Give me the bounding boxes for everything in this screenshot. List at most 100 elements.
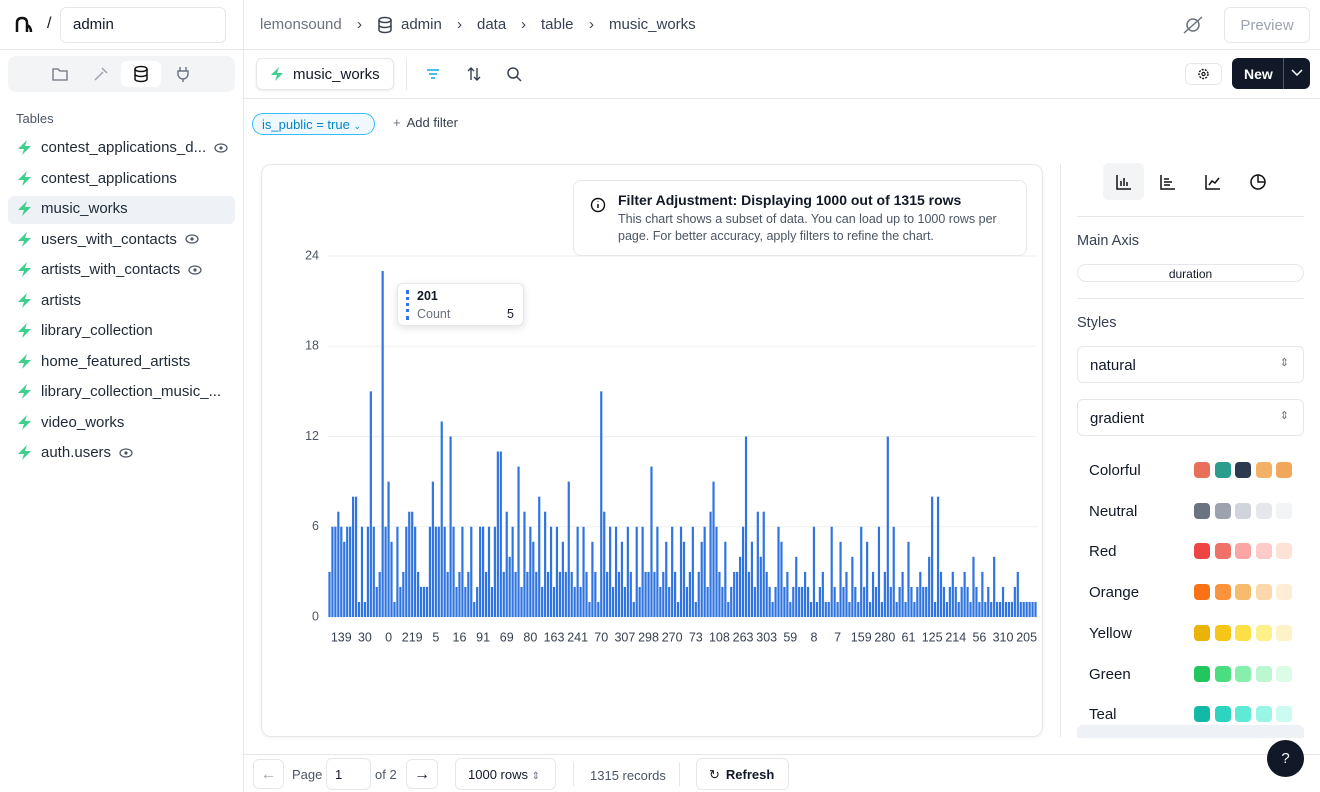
palette-name[interactable]: Teal <box>1089 706 1117 724</box>
table-item[interactable]: contest_applications_d... <box>16 139 228 156</box>
rows-select[interactable]: 1000 rows ⇕ <box>455 758 556 790</box>
bar <box>585 571 588 617</box>
chevron[interactable] <box>1290 68 1304 78</box>
settings-button[interactable] <box>1185 63 1222 85</box>
palette-swatch <box>1235 543 1251 560</box>
bar <box>863 586 866 617</box>
bar <box>792 586 795 617</box>
divider <box>0 49 1320 50</box>
x-tick-label: 16 <box>453 630 467 644</box>
filter-chip[interactable]: is_public = true ⌄ <box>252 113 375 135</box>
palette-name[interactable]: Yellow <box>1089 624 1132 642</box>
bar <box>375 586 378 617</box>
breadcrumb[interactable]: music_works <box>609 16 696 33</box>
workspace-select[interactable]: admin <box>60 7 226 43</box>
folder-icon[interactable] <box>52 66 68 82</box>
theme-icon[interactable] <box>1181 13 1205 37</box>
bar <box>428 526 432 617</box>
eye-icon <box>119 447 133 458</box>
curve-select[interactable]: natural ⇕ <box>1077 346 1304 383</box>
table-item[interactable]: video_works <box>16 414 124 431</box>
next-page[interactable]: → <box>406 759 438 789</box>
breadcrumb-sep: › <box>457 16 462 33</box>
bar <box>948 586 951 617</box>
bar <box>473 601 476 617</box>
palette-swatch <box>1276 706 1292 723</box>
breadcrumb[interactable]: admin <box>401 16 442 33</box>
table-name: users_with_contacts <box>41 230 177 248</box>
bar <box>582 526 585 617</box>
add-filter[interactable]: + Add filter <box>393 115 458 130</box>
active-tab[interactable] <box>121 61 161 87</box>
bar <box>691 526 694 617</box>
bar <box>866 541 869 617</box>
search-icon[interactable] <box>506 66 522 82</box>
table-tab[interactable]: music_works <box>256 58 394 90</box>
new-button[interactable] <box>1232 58 1310 89</box>
hbar-chart-icon[interactable] <box>1159 173 1177 191</box>
breadcrumb[interactable]: lemonsound <box>260 16 342 33</box>
page-input[interactable]: 1 <box>326 758 371 790</box>
palette-name[interactable]: Orange <box>1089 584 1140 602</box>
pie-chart-icon[interactable] <box>1249 173 1267 191</box>
eye-icon <box>185 234 199 244</box>
bar <box>552 586 556 617</box>
bar <box>484 571 488 617</box>
bar <box>939 571 943 617</box>
bolt-icon <box>18 170 31 186</box>
bar <box>591 541 594 617</box>
bar <box>798 586 801 617</box>
filter-text: is_public = true <box>262 117 350 132</box>
bar <box>529 526 532 617</box>
bar <box>597 601 600 617</box>
table-item[interactable]: home_featured_artists <box>16 353 190 370</box>
bar <box>532 541 535 617</box>
palette-name[interactable]: Neutral <box>1089 502 1138 520</box>
breadcrumb[interactable]: table <box>541 16 574 33</box>
bar <box>845 571 848 617</box>
palette-swatch <box>1276 624 1292 641</box>
bar <box>349 526 352 617</box>
table-item[interactable]: users_with_contacts <box>16 231 199 248</box>
bar <box>396 526 399 617</box>
bar <box>697 571 700 617</box>
bar <box>806 586 810 617</box>
bar <box>685 586 689 617</box>
table-item[interactable]: music_works <box>16 200 128 217</box>
fill-value: gradient <box>1090 410 1145 427</box>
bar <box>496 451 499 617</box>
table-item[interactable]: artists <box>16 292 81 309</box>
palette-name[interactable]: Green <box>1089 665 1131 683</box>
refresh-button[interactable]: ↻ Refresh <box>696 758 789 790</box>
db-tab-icon[interactable] <box>133 65 149 83</box>
palette-name[interactable]: Red <box>1089 543 1117 561</box>
palette-name[interactable]: Colorful <box>1089 462 1141 479</box>
table-item[interactable]: auth.users <box>16 444 133 461</box>
table-item[interactable]: artists_with_contacts <box>16 261 202 278</box>
table-item[interactable]: library_collection <box>16 322 153 339</box>
filter-icon[interactable] <box>425 66 441 82</box>
plug-icon[interactable] <box>175 66 191 82</box>
table-name: artists_with_contacts <box>41 261 181 278</box>
bar <box>632 601 635 617</box>
fill-select[interactable]: gradient ⇕ <box>1077 399 1304 436</box>
main-axis-field[interactable]: duration <box>1077 264 1304 282</box>
section-label: Tables <box>16 111 54 126</box>
bar <box>931 496 934 617</box>
table-item[interactable]: library_collection_music_... <box>16 383 221 400</box>
help-button[interactable]: ? <box>1267 740 1304 777</box>
x-tick-label: 163 <box>544 630 565 644</box>
bar <box>886 436 889 617</box>
table-item[interactable]: contest_applications <box>16 170 177 187</box>
tool-icon[interactable] <box>93 66 109 82</box>
preview-button[interactable]: Preview <box>1224 7 1310 43</box>
breadcrumb[interactable]: data <box>477 16 507 33</box>
bar <box>812 526 816 617</box>
line-chart-icon[interactable] <box>1204 173 1222 191</box>
bar <box>606 571 609 617</box>
bar-chart-icon[interactable] <box>1115 173 1133 191</box>
bar <box>668 586 671 617</box>
sort-icon[interactable] <box>466 66 482 82</box>
prev-page[interactable]: ← <box>253 759 284 789</box>
bolt-icon <box>18 262 31 277</box>
